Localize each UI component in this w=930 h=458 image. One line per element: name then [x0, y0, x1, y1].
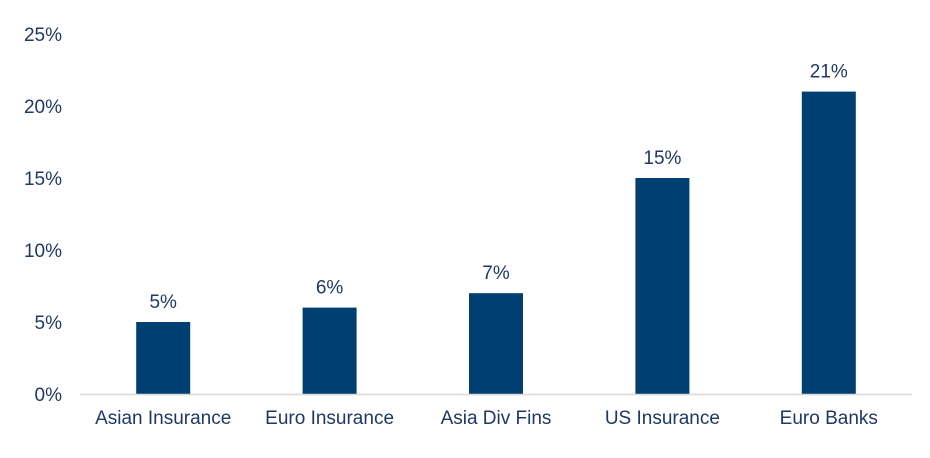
y-tick-label: 20% — [24, 97, 62, 118]
data-labels: 5% 6% 7% 15% 21% — [149, 62, 847, 313]
category-label: Euro Insurance — [265, 408, 394, 429]
category-label: Asian Insurance — [95, 408, 231, 429]
bars — [136, 91, 856, 394]
y-tick-label: 15% — [24, 169, 62, 190]
category-label: Asia Div Fins — [441, 408, 552, 429]
y-tick-label: 5% — [35, 313, 63, 334]
bar — [469, 293, 523, 394]
data-label: 5% — [149, 292, 177, 313]
y-tick-label: 10% — [24, 241, 62, 262]
category-label: Euro Banks — [780, 408, 878, 429]
category-label: US Insurance — [605, 408, 720, 429]
bar — [136, 322, 191, 394]
x-axis: Asian Insurance Euro Insurance Asia Div Fi… — [80, 393, 912, 429]
y-axis: 0% 5% 10% 15% 20% 25% — [24, 25, 62, 406]
data-label: 6% — [316, 278, 344, 299]
data-label: 21% — [810, 62, 848, 83]
bar — [635, 178, 690, 394]
bar — [302, 307, 357, 394]
bar — [801, 91, 856, 394]
data-label: 15% — [643, 148, 681, 169]
y-tick-label: 25% — [24, 25, 62, 46]
data-label: 7% — [482, 263, 510, 284]
y-tick-label: 0% — [35, 385, 63, 406]
